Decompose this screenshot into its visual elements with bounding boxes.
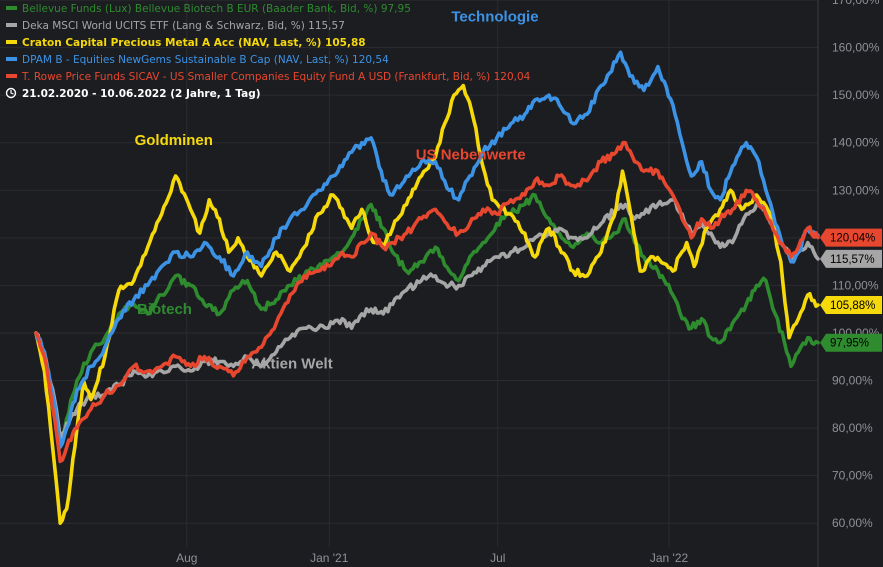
annotation-label: US Nebenwerte	[416, 146, 526, 163]
last-value-tag-text: 115,57%	[830, 254, 875, 266]
legend-series-value: 120,54	[352, 54, 389, 66]
legend-series-name: DPAM B - Equities NewGems Sustainable B …	[22, 54, 352, 66]
series-line-world	[34, 198, 820, 440]
legend-label: Bellevue Funds (Lux) Bellevue Biotech B …	[22, 3, 411, 15]
last-value-tag-text: 120,04%	[830, 233, 875, 245]
legend-label: Deka MSCI World UCITS ETF (Lang & Schwar…	[22, 20, 345, 32]
legend-series-name: Craton Capital Precious Metal A Acc (NAV…	[22, 37, 325, 49]
date-range-detail: (2 Jahre, 1 Tag)	[170, 88, 260, 100]
legend-swatch	[6, 57, 17, 61]
annotation-label: Technologie	[451, 8, 538, 25]
legend-series-name: T. Rowe Price Funds SICAV - US Smaller C…	[21, 71, 494, 83]
y-tick-label: 60,00%	[832, 516, 873, 530]
y-tick-label: 90,00%	[832, 374, 873, 388]
grid	[0, 0, 819, 567]
legend-item-smaller: T. Rowe Price Funds SICAV - US Smaller C…	[6, 71, 531, 83]
series-line-smaller	[34, 140, 820, 464]
legend-series-value: 97,95	[381, 3, 411, 15]
legend-item-tech: DPAM B - Equities NewGems Sustainable B …	[6, 54, 389, 66]
x-tick-label: Jan '21	[310, 551, 349, 565]
last-value-tag-box	[820, 333, 882, 352]
legend-label: Craton Capital Precious Metal A Acc (NAV…	[22, 37, 366, 49]
last-value-tag-text: 105,88%	[830, 300, 875, 312]
annotations: Goldminen Technologie US Nebenwerte Biotech…	[135, 8, 539, 372]
clock-hand	[10, 90, 14, 95]
y-tick-label: 160,00%	[832, 41, 880, 55]
legend-item-gold: Craton Capital Precious Metal A Acc (NAV…	[6, 37, 366, 49]
last-value-tag-world: 115,57%	[820, 249, 882, 268]
y-tick-label: 110,00%	[832, 278, 879, 292]
last-value-tag-text: 97,95%	[830, 338, 869, 350]
legend-item-biotech: Bellevue Funds (Lux) Bellevue Biotech B …	[6, 3, 411, 15]
y-tick-label: 170,00%	[832, 0, 880, 7]
legend-label: T. Rowe Price Funds SICAV - US Smaller C…	[21, 71, 531, 83]
legend-series-value: 105,88	[325, 37, 366, 49]
last-value-tag-box	[820, 228, 882, 247]
annotation-label: Aktien Welt	[251, 356, 332, 373]
legend-series-value: 120,04	[494, 71, 531, 83]
last-value-tag-biotech: 97,95%	[820, 333, 882, 352]
y-tick-label: 140,00%	[832, 136, 880, 150]
series-line-biotech	[34, 192, 820, 449]
series-line-gold	[34, 83, 820, 525]
legend-label: DPAM B - Equities NewGems Sustainable B …	[22, 54, 389, 66]
legend-series-name: Deka MSCI World UCITS ETF (Lang & Schwar…	[22, 20, 308, 32]
clock-icon	[5, 87, 17, 99]
last-value-tag-box	[820, 295, 882, 314]
legend-swatch	[6, 40, 17, 44]
y-tick-label: 130,00%	[832, 183, 880, 197]
y-tick-label: 80,00%	[832, 421, 873, 435]
last-value-tag-box	[820, 249, 882, 268]
legend-series-value: 115,57	[308, 20, 345, 32]
legend-item-world: Deka MSCI World UCITS ETF (Lang & Schwar…	[6, 20, 345, 32]
series-line-tech	[34, 50, 820, 449]
axes: 60,00%70,00%80,00%90,00%100,00%110,00%12…	[176, 0, 880, 565]
legend: Bellevue Funds (Lux) Bellevue Biotech B …	[5, 3, 531, 100]
legend-series-name: Bellevue Funds (Lux) Bellevue Biotech B …	[22, 3, 381, 15]
annotation-label: Biotech	[137, 301, 192, 318]
legend-swatch	[6, 6, 17, 10]
date-range: 21.02.2020 - 10.06.2022	[22, 88, 170, 100]
legend-swatch	[6, 74, 17, 78]
legend-date-range: 21.02.2020 - 10.06.2022 (2 Jahre, 1 Tag)	[5, 87, 261, 100]
x-tick-label: Aug	[176, 551, 197, 565]
last-value-tags: 97,95% 115,57% 105,88% 120,04%	[820, 228, 882, 352]
annotation-label: Goldminen	[135, 132, 213, 149]
y-tick-label: 150,00%	[832, 88, 880, 102]
x-tick-label: Jan '22	[650, 551, 689, 565]
date-range-text: 21.02.2020 - 10.06.2022 (2 Jahre, 1 Tag)	[22, 88, 261, 100]
series-lines	[34, 50, 820, 525]
y-tick-label: 70,00%	[832, 469, 873, 483]
last-value-tag-smaller: 120,04%	[820, 228, 882, 247]
x-tick-label: Jul	[490, 551, 505, 565]
last-value-tag-gold: 105,88%	[820, 295, 882, 314]
legend-swatch	[6, 23, 17, 27]
